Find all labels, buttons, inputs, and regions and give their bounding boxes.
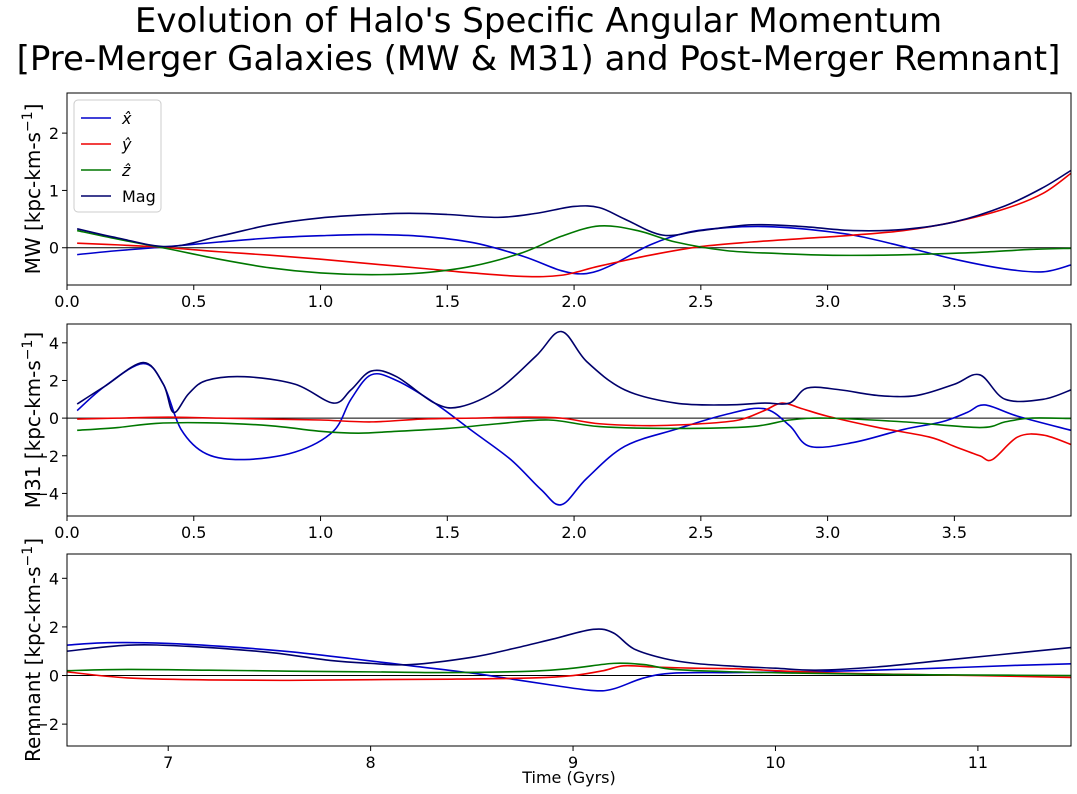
y-tick-label: −2	[35, 715, 59, 734]
y-tick-label: −4	[35, 484, 59, 503]
figure-title: Evolution of Halo's Specific Angular Mom…	[0, 2, 1077, 78]
y-axis-label: M31 [kpc-km-s−1]	[20, 332, 45, 509]
x-tick-label: 1.5	[435, 523, 460, 542]
series-line-mag	[76, 169, 1071, 248]
y-tick-label: 2	[49, 618, 59, 637]
axes-frame	[66, 323, 1072, 517]
x-tick-label: 2.5	[688, 523, 713, 542]
series-line-z	[76, 224, 1071, 276]
series-line-z	[67, 662, 1071, 677]
series-line-x	[67, 641, 1071, 692]
x-tick-label: 11	[968, 753, 988, 772]
y-axis-label: MW [kpc-km-s−1]	[20, 104, 45, 275]
x-tick-label: 2.0	[561, 292, 586, 311]
legend: x̂ ŷẑ Mag	[73, 99, 162, 213]
x-tick-label: 7	[163, 753, 173, 772]
x-tick-label: 0.0	[54, 292, 79, 311]
legend-label: ẑ	[121, 161, 131, 180]
x-tick-label: 10	[765, 753, 785, 772]
series-line-x	[77, 225, 1071, 275]
x-tick-label: 1.0	[308, 523, 333, 542]
x-tick-label: 3.5	[942, 523, 967, 542]
x-tick-label: 0.5	[181, 292, 206, 311]
legend-box	[73, 99, 162, 213]
title-line-2: [Pre-Merger Galaxies (MW & M31) and Post…	[16, 39, 1061, 79]
y-tick-label: 0	[49, 409, 59, 428]
x-tick-label: 2.0	[561, 523, 586, 542]
y-tick-label: −2	[35, 447, 59, 466]
x-tick-label: 1.0	[308, 292, 333, 311]
x-tick-label: 3.5	[942, 292, 967, 311]
y-tick-label: 2	[49, 124, 59, 143]
x-tick-label: 3.0	[815, 292, 840, 311]
legend-label: ŷ	[121, 135, 132, 154]
y-tick-label: 1	[49, 181, 59, 200]
x-tick-label: 0.5	[181, 523, 206, 542]
axes-frame	[66, 92, 1072, 286]
y-tick-label: 0	[49, 239, 59, 258]
y-tick-label: 0	[49, 667, 59, 686]
x-tick-label: 8	[366, 753, 376, 772]
x-tick-label: 0.0	[54, 523, 79, 542]
x-tick-label: 9	[568, 753, 578, 772]
x-axis-label: Time (Gyrs)	[521, 768, 616, 787]
x-tick-label: 2.5	[688, 292, 713, 311]
series-line-x	[76, 362, 1071, 506]
panel-1: 0.0 0.5 1.0 1.5 2.0 2.5 3.0 3.5 0 1 2MW [kpc-km-s−…	[20, 92, 1072, 311]
y-tick-label: 2	[49, 371, 59, 390]
series-line-z	[77, 417, 1071, 434]
x-tick-label: 3.0	[815, 523, 840, 542]
legend-label: x̂	[121, 109, 132, 128]
title-line-1: Evolution of Halo's Specific Angular Mom…	[134, 1, 943, 41]
series-line-mag	[67, 628, 1071, 671]
y-tick-label: 4	[49, 334, 59, 353]
series-line-y	[77, 402, 1071, 462]
legend-label: Mag	[122, 187, 156, 206]
axes-frame	[66, 553, 1072, 747]
x-tick-label: 1.5	[435, 292, 460, 311]
y-axis-label: Remnant [kpc-km-s−1]	[20, 538, 45, 762]
y-tick-label: 4	[49, 569, 59, 588]
series-line-mag	[76, 330, 1071, 414]
